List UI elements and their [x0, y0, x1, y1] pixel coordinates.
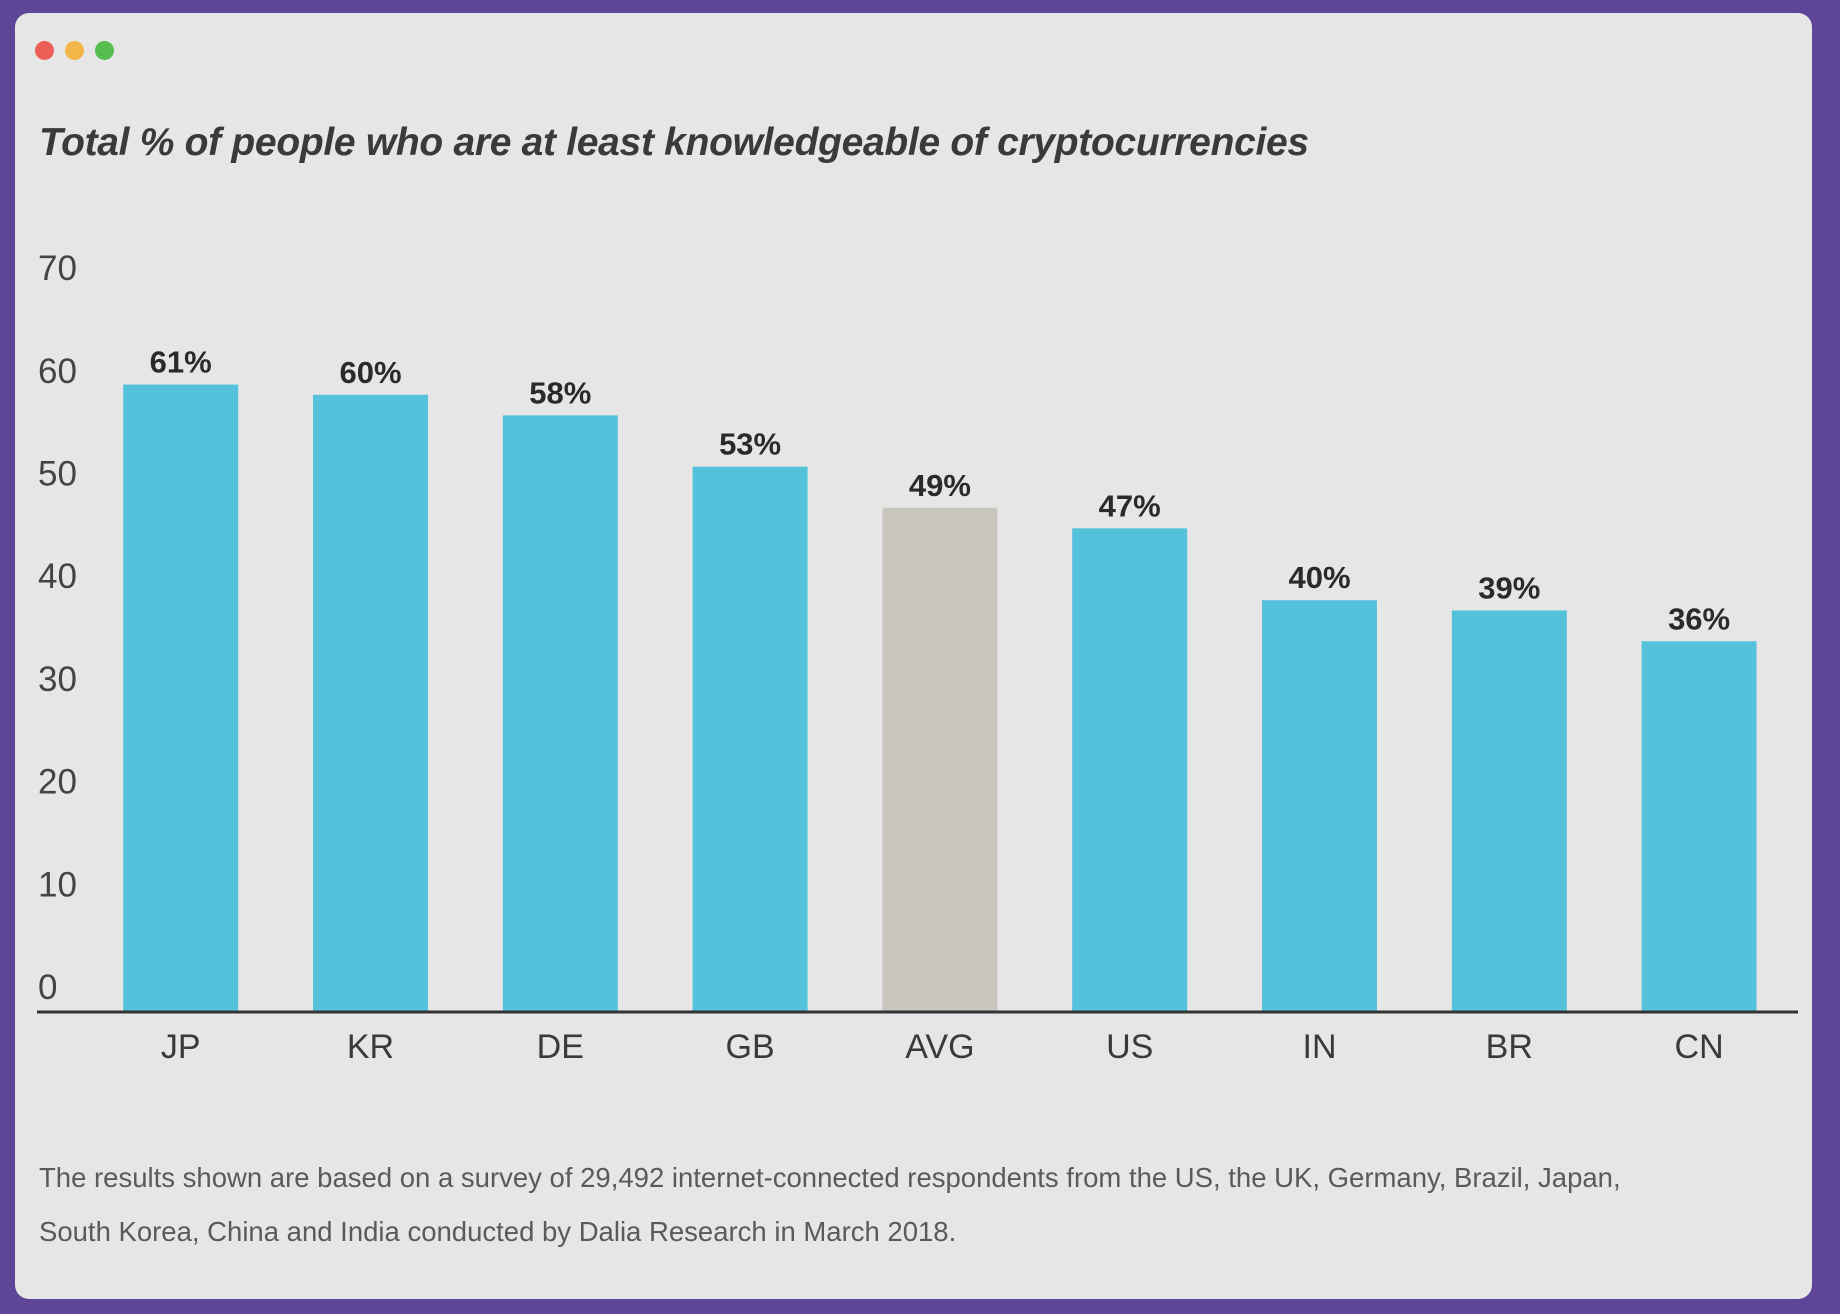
x-tick-label: GB	[726, 1028, 775, 1066]
bar-us	[1072, 528, 1188, 1011]
y-tick-label: 60	[38, 352, 77, 391]
data-label: 36%	[1668, 601, 1730, 636]
bar-jp	[123, 384, 239, 1011]
bar-in	[1262, 600, 1377, 1011]
x-tick-label: JP	[161, 1028, 201, 1066]
y-tick-label: 10	[38, 865, 77, 904]
y-tick-label: 0	[38, 968, 57, 1007]
y-tick-label: 50	[38, 455, 77, 494]
data-label: 49%	[909, 468, 971, 503]
bar-br	[1451, 610, 1567, 1011]
x-tick-label: KR	[347, 1028, 394, 1066]
data-label: 47%	[1099, 488, 1161, 523]
y-tick-label: 30	[38, 660, 77, 699]
data-label: 58%	[529, 375, 591, 410]
x-tick-label: DE	[537, 1028, 584, 1066]
y-tick-label: 70	[38, 249, 77, 288]
footnote-line-1: The results shown are based on a survey …	[39, 1162, 1621, 1193]
x-tick-label: CN	[1675, 1028, 1724, 1066]
minimize-window-icon[interactable]	[65, 41, 84, 60]
bar-de	[502, 415, 618, 1012]
close-window-icon[interactable]	[35, 41, 54, 60]
chart-title: Total % of people who are at least knowl…	[39, 121, 1309, 164]
x-tick-label: US	[1106, 1028, 1153, 1066]
data-label: 61%	[150, 345, 212, 380]
x-tick-label: BR	[1486, 1028, 1533, 1066]
data-label: 60%	[339, 355, 401, 390]
y-tick-label: 20	[38, 763, 77, 802]
footnote-line-2: South Korea, China and India conducted b…	[39, 1216, 957, 1247]
y-tick-label: 40	[38, 557, 77, 596]
data-label: 53%	[719, 427, 781, 462]
x-tick-label: AVG	[905, 1028, 974, 1066]
maximize-window-icon[interactable]	[95, 41, 114, 60]
bar-avg	[882, 507, 998, 1011]
bar-kr	[313, 394, 428, 1011]
data-label: 40%	[1288, 560, 1350, 595]
bar-cn	[1641, 641, 1757, 1011]
bar-gb	[692, 466, 808, 1011]
x-tick-label: IN	[1303, 1028, 1337, 1066]
data-label: 39%	[1478, 570, 1540, 605]
